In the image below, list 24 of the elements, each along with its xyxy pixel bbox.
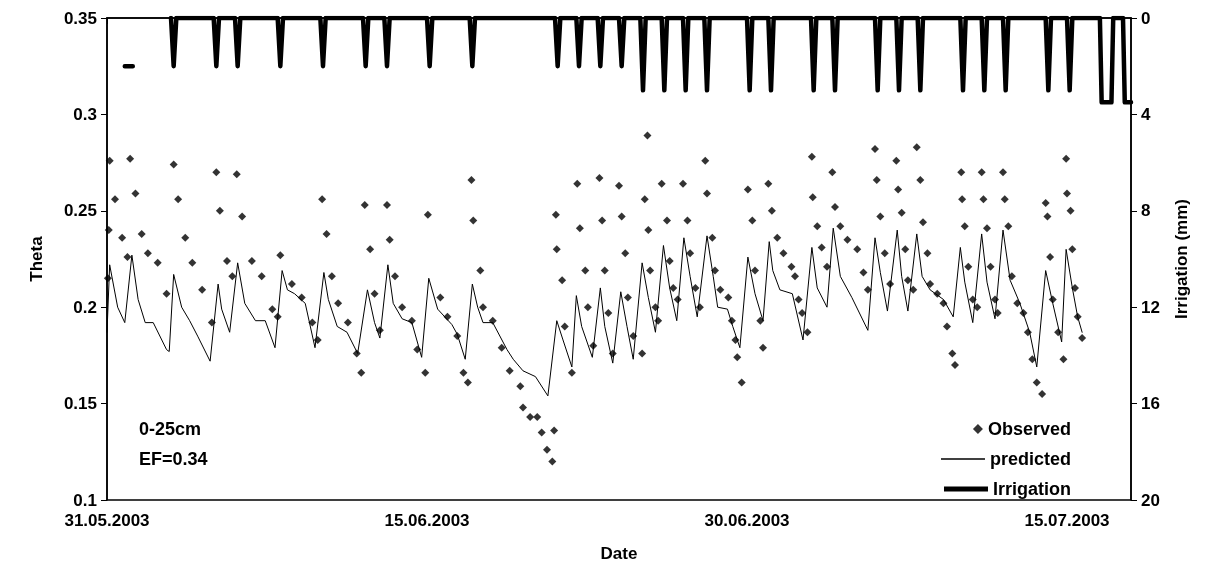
x-axis-title: Date — [600, 544, 638, 563]
y-tick-label: 0.3 — [73, 104, 97, 124]
y2-axis-title: Irrigation (mm) — [1172, 199, 1191, 319]
y-tick-label: 0.1 — [73, 490, 97, 510]
x-tick-label: 15.07.2003 — [1024, 511, 1110, 530]
y2-tick-label: 8 — [1141, 201, 1151, 221]
y2-tick-label: 4 — [1141, 104, 1151, 124]
y-tick-label: 0.2 — [73, 297, 97, 317]
annotation: EF=0.34 — [139, 449, 208, 469]
y-tick-label: 0.25 — [63, 201, 97, 221]
legend-label: Observed — [987, 419, 1072, 439]
x-tick-label: 31.05.2003 — [64, 511, 150, 530]
y-tick-label: 0.15 — [63, 394, 97, 414]
y2-tick-label: 16 — [1141, 394, 1160, 414]
y2-tick-label: 20 — [1141, 490, 1160, 510]
y-tick-label: 0.35 — [63, 8, 97, 28]
y2-tick-label: 12 — [1141, 297, 1160, 317]
y2-tick-label: 0 — [1141, 8, 1151, 28]
legend-label: Irrigation — [993, 479, 1072, 499]
x-tick-label: 15.06.2003 — [384, 511, 470, 530]
legend-label: predicted — [989, 449, 1072, 469]
annotation: 0-25cm — [139, 419, 202, 439]
x-tick-label: 30.06.2003 — [704, 511, 790, 530]
y-axis-title: Theta — [27, 235, 46, 282]
